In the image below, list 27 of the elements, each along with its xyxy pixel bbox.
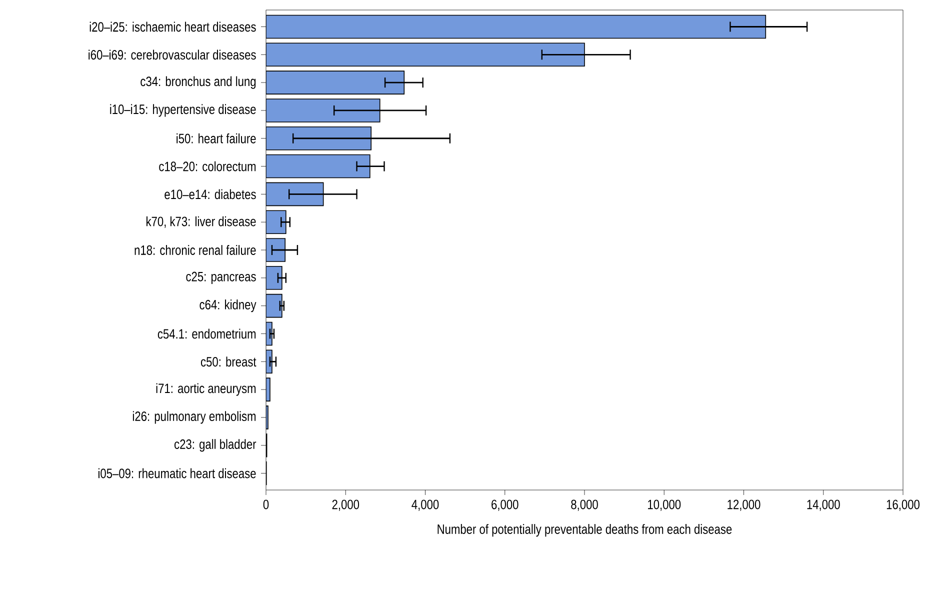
y-tick-label: k70, k73: liver disease (146, 216, 256, 228)
x-tick-label: 16,000 (886, 500, 920, 511)
x-axis-title: Number of potentially preventable deaths from each disease (438, 524, 732, 537)
y-tick-label: i60–i69: cerebrovascular diseases (88, 50, 256, 60)
y-tick-label: i26: pulmonary embolism (132, 411, 256, 424)
x-tick-label: 14,000 (807, 500, 840, 511)
y-tick-label: i50: heart failure (176, 133, 256, 144)
x-tick-label: 6,000 (492, 500, 518, 511)
y-tick-label: i20–i25: ischaemic heart diseases (90, 22, 256, 32)
y-tick-label: c64: kidney (200, 300, 256, 312)
x-tick-label: 10,000 (648, 500, 681, 511)
y-tick-label: c23: gall bladder (174, 439, 256, 452)
x-tick-label: 4,000 (412, 500, 439, 511)
y-tick-label: i71: aortic aneurysm (156, 383, 256, 396)
y-tick-label: i10–i15: hypertensive disease (110, 104, 256, 117)
y-tick-label: i05–09: rheumatic heart disease (98, 468, 256, 478)
x-tick-label: 0 (263, 500, 269, 510)
y-tick-label: n18: chronic renal failure (134, 245, 256, 255)
x-tick-label: 12,000 (728, 500, 760, 511)
y-tick-label: c50: breast (200, 356, 256, 367)
x-tick-label: 2,000 (332, 500, 360, 511)
y-tick-label: c25: pancreas (186, 272, 256, 284)
y-tick-label: c54.1: endometrium (158, 328, 256, 339)
y-tick-label: c34: bronchus and lung (140, 76, 256, 89)
x-tick-label: 8,000 (571, 500, 598, 511)
y-tick-label: e10–e14: diabetes (164, 189, 256, 200)
y-tick-label: c18–20: colorectum (159, 161, 256, 172)
